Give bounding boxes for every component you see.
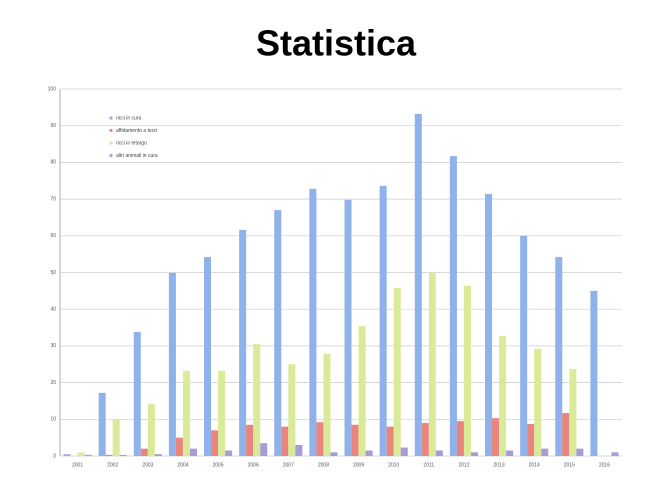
bar (499, 335, 507, 456)
bar (590, 290, 598, 456)
legend-label: ricci in letargo (116, 140, 147, 146)
bar (260, 443, 268, 456)
bar (182, 370, 190, 456)
x-tick-label: 2009 (353, 462, 364, 468)
bar (218, 370, 226, 456)
bar (421, 422, 429, 456)
bar (63, 454, 71, 456)
legend-label: altri animali in cura (116, 153, 158, 159)
bar (611, 452, 619, 456)
bar (351, 424, 359, 456)
legend-swatch (109, 141, 113, 145)
x-tick-label: 2008 (318, 462, 329, 468)
x-tick-label: 2010 (388, 462, 399, 468)
bar (84, 454, 92, 456)
x-tick-label: 2007 (283, 462, 294, 468)
bar (133, 331, 141, 456)
bar (562, 413, 570, 456)
x-tick-label: 2013 (494, 462, 505, 468)
bar (147, 403, 155, 456)
bar (154, 454, 162, 456)
bar (379, 185, 387, 456)
y-tick-label: 70 (50, 196, 56, 202)
bar (323, 353, 331, 456)
bar (428, 272, 436, 456)
bar (485, 193, 493, 456)
bar (253, 344, 261, 456)
bar (105, 454, 113, 456)
x-tick-label: 2001 (72, 462, 83, 468)
bar (316, 422, 324, 456)
bar (281, 426, 289, 456)
bar (330, 452, 338, 456)
x-tick-label: 2005 (213, 462, 224, 468)
y-tick-label: 100 (48, 86, 57, 92)
x-tick-label: 2012 (458, 462, 469, 468)
bar (400, 447, 408, 456)
bar (358, 326, 366, 456)
bar (492, 418, 500, 456)
bar (246, 424, 254, 456)
y-tick-label: 40 (50, 307, 56, 313)
bar (175, 437, 183, 456)
bar (189, 448, 197, 456)
bar (225, 450, 233, 456)
x-tick-label: 2004 (177, 462, 188, 468)
bar (463, 285, 471, 456)
bar (449, 156, 457, 456)
y-tick-label: 60 (50, 233, 56, 239)
legend-swatch (109, 116, 113, 120)
legend-swatch (109, 153, 113, 158)
y-tick-label: 20 (50, 380, 56, 386)
bar (98, 392, 106, 456)
bar (119, 454, 127, 456)
bar (140, 448, 148, 456)
bar (527, 424, 535, 456)
legend-label: ricci in cura (116, 115, 142, 121)
bar (393, 287, 401, 456)
x-tick-label: 2011 (423, 462, 434, 468)
bar (344, 199, 352, 457)
bar (456, 421, 464, 456)
bar (309, 188, 317, 456)
bar (435, 450, 443, 456)
x-tick-label: 2015 (564, 462, 575, 468)
x-tick-label: 2002 (107, 462, 118, 468)
legend-label: affidamento a terzi (116, 128, 157, 134)
bar (239, 229, 247, 456)
bar (569, 369, 577, 456)
y-tick-label: 50 (50, 270, 56, 276)
y-tick-label: 30 (50, 343, 56, 349)
bar (520, 235, 528, 456)
bar (295, 444, 303, 456)
bar (112, 419, 120, 456)
x-tick-label: 2006 (248, 462, 259, 468)
bar (470, 452, 478, 456)
bar (576, 448, 584, 456)
bar (534, 348, 542, 456)
y-tick-label: 80 (50, 160, 56, 166)
x-tick-label: 2014 (529, 462, 540, 468)
bar (555, 257, 563, 456)
bar (506, 450, 514, 456)
y-tick-label: 0 (53, 453, 56, 459)
bar (204, 257, 212, 456)
bar (168, 272, 176, 456)
bar (211, 430, 219, 456)
bar (288, 364, 296, 456)
bar (365, 450, 373, 456)
y-tick-label: 90 (50, 123, 56, 129)
x-tick-label: 2016 (599, 462, 610, 468)
legend-swatch (109, 128, 113, 133)
chart-title: Statistica (256, 23, 417, 64)
bar (386, 426, 394, 456)
bar (77, 452, 85, 456)
bar (541, 448, 549, 456)
x-tick-label: 2003 (142, 462, 153, 468)
bar (414, 113, 422, 457)
y-tick-label: 10 (50, 417, 56, 423)
bar (274, 210, 282, 456)
